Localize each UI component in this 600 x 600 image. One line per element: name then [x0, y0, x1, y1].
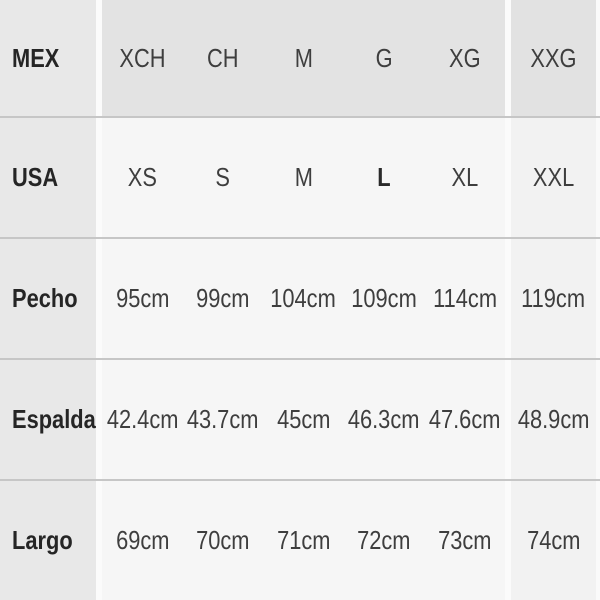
cell-text: 74cm [526, 525, 581, 555]
cell-text: 43.7cm [187, 404, 259, 434]
right-edge-gap [595, 118, 600, 237]
cell-usa-m: M [263, 118, 344, 237]
cell-text: 70cm [196, 525, 250, 555]
cell-mex-xg: XG [424, 0, 505, 116]
column-gap [504, 0, 511, 116]
cell-text: XXL [532, 162, 575, 192]
cell-text: Espalda [12, 404, 96, 434]
cell-text: L [377, 162, 391, 192]
cell-espalda-ch: 43.7cm [182, 360, 264, 479]
column-gap [504, 239, 511, 358]
cell-usa-label: USA [0, 118, 96, 237]
cell-espalda-xxg: 48.9cm [510, 360, 596, 479]
cell-espalda-g: 46.3cm [343, 360, 425, 479]
cell-pecho-m: 104cm [263, 239, 344, 358]
column-gap [504, 481, 511, 600]
cell-largo-g: 72cm [343, 481, 425, 600]
cell-usa-xl: XL [424, 118, 505, 237]
row-mex: MEX XCH CH M G XG XXG [0, 0, 600, 116]
cell-text: 46.3cm [348, 404, 420, 434]
cell-text: Largo [12, 525, 73, 555]
cell-text: CH [207, 42, 239, 73]
cell-text: M [294, 162, 313, 192]
cell-text: G [375, 42, 393, 73]
cell-text: 42.4cm [106, 404, 179, 434]
cell-text: 114cm [432, 283, 497, 313]
cell-text: XG [448, 42, 481, 73]
cell-largo-ch: 70cm [182, 481, 264, 600]
cell-mex-ch: CH [182, 0, 264, 116]
cell-mex-g: G [343, 0, 425, 116]
cell-text: USA [12, 162, 59, 192]
cell-mex-xch: XCH [102, 0, 183, 116]
cell-text: M [294, 42, 313, 73]
row-largo: Largo 69cm 70cm 71cm 72cm 73cm 74cm [0, 479, 600, 600]
cell-text: XXG [530, 42, 577, 73]
cell-mex-xxg: XXG [510, 0, 596, 116]
cell-text: 99cm [196, 283, 250, 313]
cell-text: Pecho [12, 283, 78, 313]
cell-espalda-xg: 47.6cm [424, 360, 505, 479]
cell-text: 48.9cm [517, 404, 590, 434]
cell-text: 45cm [276, 404, 331, 434]
cell-pecho-label: Pecho [0, 239, 96, 358]
row-usa: USA XS S M L XL XXL [0, 116, 600, 237]
cell-text: 72cm [357, 525, 411, 555]
cell-pecho-g: 109cm [343, 239, 425, 358]
cell-espalda-m: 45cm [263, 360, 344, 479]
cell-text: 95cm [115, 283, 169, 313]
cell-text: S [215, 162, 231, 192]
column-gap [504, 118, 511, 237]
cell-text: 71cm [276, 525, 331, 555]
cell-pecho-xch: 95cm [102, 239, 183, 358]
cell-pecho-xg: 114cm [424, 239, 505, 358]
cell-espalda-xch: 42.4cm [102, 360, 183, 479]
right-edge-gap [595, 0, 600, 116]
cell-usa-xs: XS [102, 118, 183, 237]
cell-usa-s: S [182, 118, 264, 237]
cell-text: MEX [12, 42, 60, 73]
cell-largo-xxg: 74cm [510, 481, 596, 600]
right-edge-gap [595, 239, 600, 358]
column-gap [96, 481, 102, 600]
cell-text: 104cm [270, 283, 337, 313]
cell-largo-label: Largo [0, 481, 96, 600]
cell-espalda-label: Espalda [0, 360, 96, 479]
cell-pecho-xxg: 119cm [510, 239, 596, 358]
cell-largo-m: 71cm [263, 481, 344, 600]
cell-usa-l: L [343, 118, 425, 237]
cell-text: XL [451, 162, 479, 192]
cell-text: 119cm [521, 283, 586, 313]
cell-usa-xxl: XXL [510, 118, 596, 237]
column-gap [96, 0, 102, 116]
column-gap [504, 360, 511, 479]
cell-mex-m: M [263, 0, 344, 116]
cell-text: 73cm [437, 525, 492, 555]
column-gap [96, 360, 102, 479]
cell-text: 69cm [115, 525, 169, 555]
cell-pecho-ch: 99cm [182, 239, 264, 358]
right-edge-gap [595, 481, 600, 600]
row-pecho: Pecho 95cm 99cm 104cm 109cm 114cm 119cm [0, 237, 600, 358]
column-gap [96, 118, 102, 237]
column-gap [96, 239, 102, 358]
cell-largo-xch: 69cm [102, 481, 183, 600]
cell-text: XS [127, 162, 157, 192]
right-edge-gap [595, 360, 600, 479]
cell-text: XCH [119, 42, 166, 73]
row-espalda: Espalda 42.4cm 43.7cm 45cm 46.3cm 47.6cm… [0, 358, 600, 479]
cell-text: 109cm [351, 283, 417, 313]
cell-text: 47.6cm [428, 404, 501, 434]
cell-mex-label: MEX [0, 0, 96, 116]
cell-largo-xg: 73cm [424, 481, 505, 600]
